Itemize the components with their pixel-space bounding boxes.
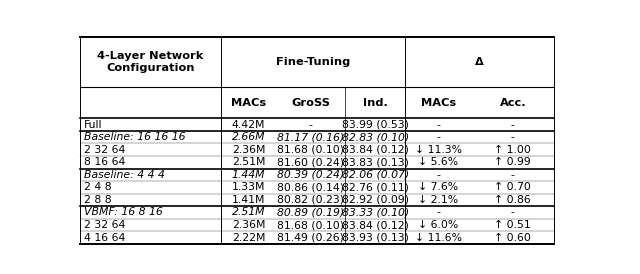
Text: 1.44M: 1.44M (232, 170, 266, 180)
Text: ↓ 7.6%: ↓ 7.6% (419, 182, 458, 192)
Text: 82.92 (0.09): 82.92 (0.09) (342, 195, 408, 205)
Text: Ind.: Ind. (363, 98, 388, 107)
Text: VBMF: 16 8 16: VBMF: 16 8 16 (84, 207, 163, 218)
Text: 4-Layer Network
Configuration: 4-Layer Network Configuration (97, 51, 204, 73)
Text: 80.82 (0.23): 80.82 (0.23) (277, 195, 344, 205)
Text: 81.68 (0.10): 81.68 (0.10) (277, 145, 344, 155)
Text: 80.89 (0.19): 80.89 (0.19) (277, 207, 344, 218)
Text: 83.99 (0.53): 83.99 (0.53) (342, 120, 408, 130)
Text: -: - (436, 132, 440, 142)
Text: 82.06 (0.07): 82.06 (0.07) (342, 170, 409, 180)
Text: Baseline: 4 4 4: Baseline: 4 4 4 (84, 170, 165, 180)
Text: 2.51M: 2.51M (232, 207, 266, 218)
Text: 8 16 64: 8 16 64 (84, 157, 125, 167)
Text: 2 32 64: 2 32 64 (84, 220, 125, 230)
Text: 2.51M: 2.51M (232, 157, 266, 167)
Text: -: - (511, 120, 515, 130)
Text: -: - (511, 207, 515, 218)
Text: Δ: Δ (475, 57, 484, 67)
Text: MACs: MACs (420, 98, 456, 107)
Text: ↑ 0.86: ↑ 0.86 (494, 195, 531, 205)
Text: MACs: MACs (231, 98, 266, 107)
Text: ↑ 0.99: ↑ 0.99 (494, 157, 531, 167)
Text: -: - (436, 120, 440, 130)
Text: 83.84 (0.12): 83.84 (0.12) (342, 145, 408, 155)
Text: 2.66M: 2.66M (232, 132, 266, 142)
Text: ↓ 5.6%: ↓ 5.6% (419, 157, 458, 167)
Text: 4 16 64: 4 16 64 (84, 233, 125, 242)
Text: 83.84 (0.12): 83.84 (0.12) (342, 220, 408, 230)
Text: -: - (511, 170, 515, 180)
Text: -: - (436, 207, 440, 218)
Text: 80.86 (0.14): 80.86 (0.14) (277, 182, 344, 192)
Text: Acc.: Acc. (499, 98, 526, 107)
Text: Fine-Tuning: Fine-Tuning (276, 57, 350, 67)
Text: 2.36M: 2.36M (232, 220, 266, 230)
Text: ↓ 2.1%: ↓ 2.1% (419, 195, 458, 205)
Text: 1.33M: 1.33M (232, 182, 266, 192)
Text: 2 4 8: 2 4 8 (84, 182, 111, 192)
Text: ↑ 0.51: ↑ 0.51 (494, 220, 531, 230)
Text: ↓ 11.3%: ↓ 11.3% (415, 145, 462, 155)
Text: ↑ 0.60: ↑ 0.60 (494, 233, 531, 242)
Text: ↑ 0.70: ↑ 0.70 (494, 182, 531, 192)
Text: 81.49 (0.26): 81.49 (0.26) (277, 233, 344, 242)
Text: -: - (308, 120, 312, 130)
Text: Baseline: 16 16 16: Baseline: 16 16 16 (84, 132, 186, 142)
Text: 1.41M: 1.41M (232, 195, 266, 205)
Text: 83.83 (0.13): 83.83 (0.13) (342, 157, 408, 167)
Text: 2 8 8: 2 8 8 (84, 195, 111, 205)
Text: 2 32 64: 2 32 64 (84, 145, 125, 155)
Text: 83.93 (0.13): 83.93 (0.13) (342, 233, 408, 242)
Text: ↓ 6.0%: ↓ 6.0% (418, 220, 458, 230)
Text: -: - (436, 170, 440, 180)
Text: 2.36M: 2.36M (232, 145, 266, 155)
Text: 80.39 (0.24): 80.39 (0.24) (277, 170, 344, 180)
Text: 81.60 (0.24): 81.60 (0.24) (277, 157, 344, 167)
Text: 82.83 (0.10): 82.83 (0.10) (342, 132, 409, 142)
Text: Full: Full (84, 120, 102, 130)
Text: ↑ 1.00: ↑ 1.00 (494, 145, 531, 155)
Text: 82.76 (0.11): 82.76 (0.11) (342, 182, 408, 192)
Text: 4.42M: 4.42M (232, 120, 266, 130)
Text: ↓ 11.6%: ↓ 11.6% (415, 233, 462, 242)
Text: 81.68 (0.10): 81.68 (0.10) (277, 220, 344, 230)
Text: 2.22M: 2.22M (232, 233, 266, 242)
Text: 83.33 (0.10): 83.33 (0.10) (342, 207, 409, 218)
Text: 81.17 (0.16): 81.17 (0.16) (277, 132, 344, 142)
Text: GroSS: GroSS (291, 98, 330, 107)
Text: -: - (511, 132, 515, 142)
